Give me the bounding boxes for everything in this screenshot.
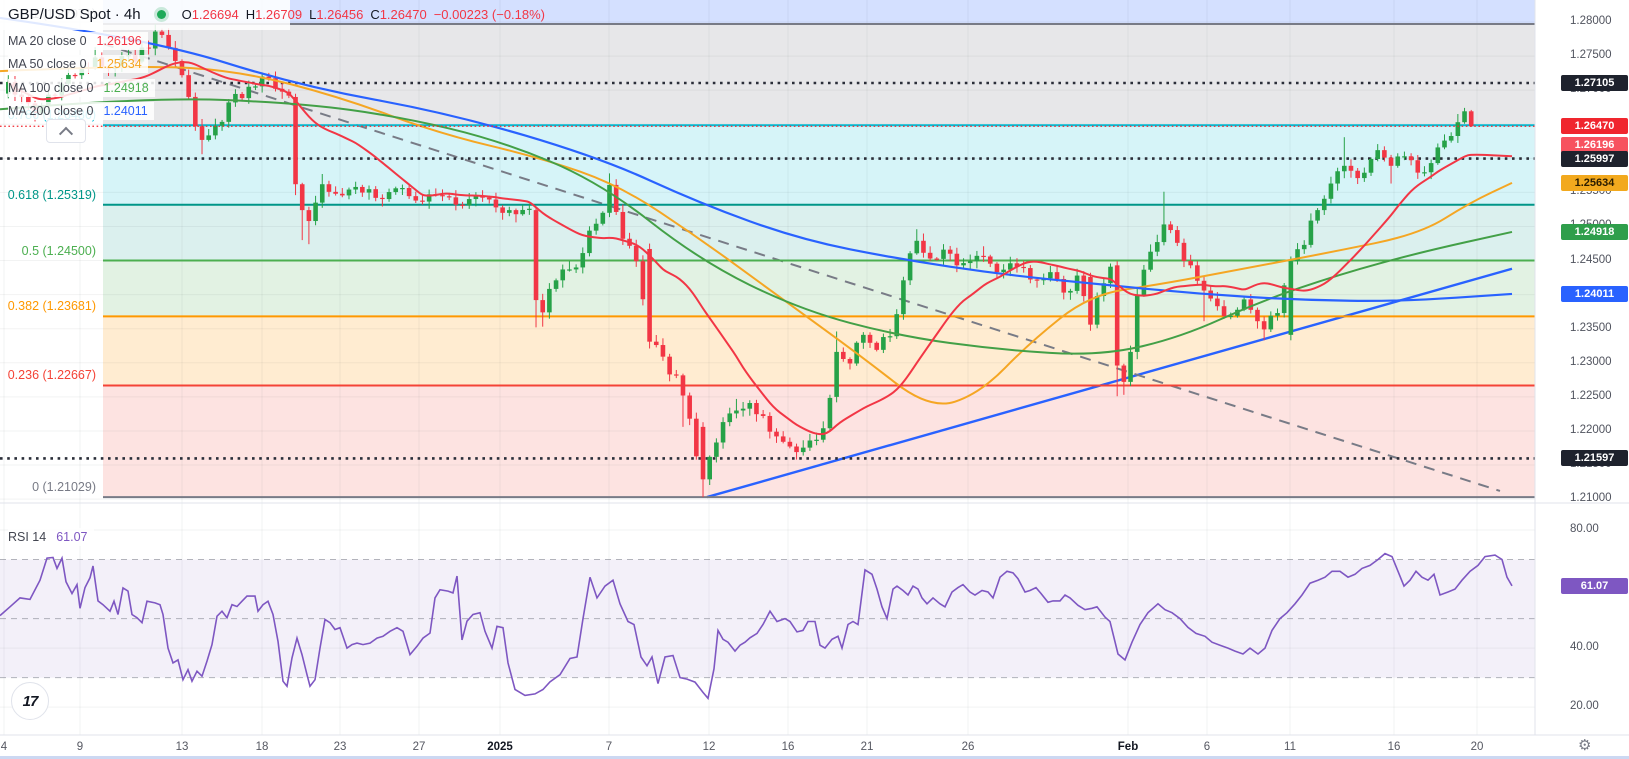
legend-ma-50[interactable]: MA 50 close 0 1.25634 <box>8 55 148 73</box>
symbol-title[interactable]: GBP/USD Spot · 4h <box>8 6 141 23</box>
time-axis-label: 27 <box>412 741 426 753</box>
time-axis-label: 16 <box>1387 741 1401 753</box>
fib-level-label: 0 (1.21029) <box>32 480 96 495</box>
time-axis-label: 18 <box>255 741 269 753</box>
legend-backing <box>0 0 290 30</box>
legend-ma-100[interactable]: MA 100 close 0 1.24918 <box>8 79 155 97</box>
time-axis-label: 12 <box>702 741 716 753</box>
time-axis-label: 2025 <box>487 741 513 753</box>
time-axis-label: 26 <box>961 741 975 753</box>
chevron-up-icon <box>58 126 74 141</box>
price-axis-label: 1.28000 <box>1570 15 1612 27</box>
time-axis-label: 23 <box>333 741 347 753</box>
fib-level-label: 0.618 (1.25319) <box>7 187 96 202</box>
price-axis-badge: 1.24011 <box>1561 285 1628 302</box>
price-axis-label: 1.27500 <box>1570 49 1612 62</box>
price-axis-badge: 1.25997 <box>1561 150 1628 167</box>
time-axis-label: 13 <box>175 741 189 753</box>
fib-level-label: 0.5 (1.24500) <box>21 243 96 258</box>
time-axis-label: Feb <box>1117 741 1139 753</box>
price-axis-label: 1.23000 <box>1570 355 1612 368</box>
price-axis-label: 1.24500 <box>1570 253 1612 266</box>
rsi-axis-label: 20.00 <box>1570 700 1599 713</box>
rsi-value-badge: 61.07 <box>1561 577 1628 594</box>
rsi-axis-label: 40.00 <box>1570 641 1599 654</box>
time-axis-label: 6 <box>1203 741 1211 753</box>
price-axis-badge: 1.21597 <box>1561 450 1628 467</box>
price-axis-label: 1.22000 <box>1570 423 1612 436</box>
ohlc-values: O1.26694 H1.26709 L1.26456 C1.26470 −0.0… <box>181 7 546 22</box>
rsi-axis-label: 80.00 <box>1570 523 1599 535</box>
time-axis-label: 4 <box>0 741 8 753</box>
time-axis-label: 16 <box>781 741 795 753</box>
tradingview-logo[interactable]: 17 <box>11 682 49 720</box>
price-axis-label: 1.21000 <box>1570 492 1612 505</box>
time-axis-label: 21 <box>860 741 874 753</box>
price-axis-badge: 1.24918 <box>1561 224 1628 241</box>
time-axis-label: 11 <box>1284 741 1296 753</box>
time-axis-label: 20 <box>1470 741 1484 753</box>
price-axis-badge: 1.26196 <box>1561 136 1628 153</box>
legend-ma-20[interactable]: MA 20 close 0 1.26196 <box>8 32 148 50</box>
price-axis-badge: 1.26470 <box>1561 118 1628 135</box>
time-axis-label: 9 <box>76 741 84 753</box>
market-open-dot-icon <box>156 10 166 19</box>
fib-level-label: 0.236 (1.22667) <box>7 368 96 383</box>
legend-rsi[interactable]: RSI 14 61.07 <box>8 528 94 546</box>
time-axis-label: 7 <box>605 741 613 753</box>
fib-level-label: 0.382 (1.23681) <box>7 299 96 314</box>
collapse-legend-button[interactable] <box>46 119 86 143</box>
price-axis-badge: 1.27105 <box>1561 75 1628 91</box>
settings-gear-icon[interactable]: ⚙ <box>1578 737 1592 754</box>
legend-ma-200[interactable]: MA 200 close 0 1.24011 <box>8 102 154 120</box>
price-axis-label: 1.23500 <box>1570 321 1612 334</box>
price-axis-label: 1.22500 <box>1570 389 1612 402</box>
price-axis-badge: 1.25634 <box>1561 175 1628 192</box>
change-value: −0.00223 (−0.18%) <box>433 7 546 22</box>
